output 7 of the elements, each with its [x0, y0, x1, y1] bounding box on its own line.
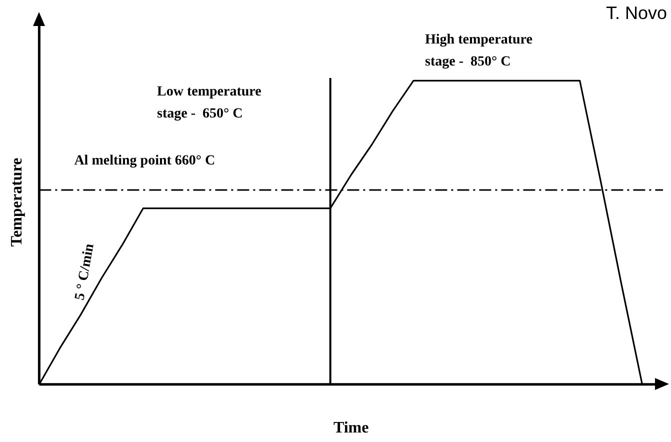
y-axis-title: Temperature — [8, 158, 26, 247]
x-axis-title: Time — [333, 420, 369, 437]
ref-line-label: Al melting point 660° C — [74, 154, 216, 169]
text: High temperature stage - 850° C — [425, 32, 532, 70]
annotation: Low temperature stage - 650° C — [157, 84, 262, 122]
annotation: 5 ° C/min — [72, 242, 98, 302]
text: T. Novo — [606, 2, 667, 23]
